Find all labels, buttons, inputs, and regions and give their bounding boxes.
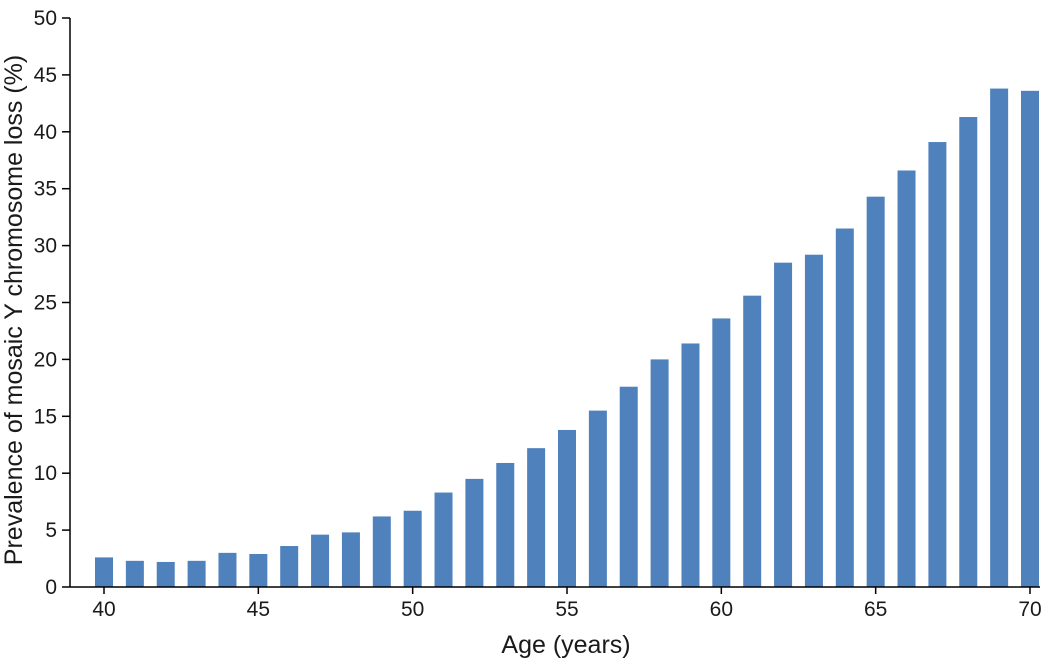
y-tick-label: 30 [34,235,57,258]
bar-age-51 [434,492,453,587]
bar-age-50 [403,510,422,587]
bar-age-60 [712,318,731,587]
y-tick-label: 45 [34,64,57,87]
y-axis: 0 5 10 15 20 25 30 35 40 45 50 [34,7,71,599]
y-tick-label: 40 [34,121,57,144]
bars-group [95,88,1039,588]
y-tick-label: 10 [34,462,57,485]
x-tick-label: 65 [864,598,887,621]
bar-age-47 [311,534,330,587]
x-tick-label: 50 [401,598,424,621]
bar-age-43 [187,560,206,587]
bar-age-45 [249,554,268,587]
x-axis-title: Age (years) [501,631,630,659]
bar-age-40 [95,557,113,587]
x-tick-label: 55 [555,598,578,621]
bar-age-65 [866,196,885,588]
bar-age-41 [125,560,144,587]
bar-age-66 [897,170,916,588]
y-tick-label: 20 [34,348,57,371]
y-tick-label: 35 [34,178,57,201]
bar-age-56 [588,410,607,587]
x-axis: 40 45 50 55 60 65 70 [70,586,1042,621]
bar-age-69 [990,88,1009,587]
y-tick-label: 15 [34,405,57,428]
bar-age-64 [835,228,854,587]
bar-age-49 [372,516,391,587]
bar-age-63 [804,254,823,587]
bar-age-68 [959,117,978,587]
bar-age-57 [619,386,638,587]
x-tick-label: 45 [247,598,270,621]
y-tick-label: 25 [34,292,57,315]
y-tick-label: 5 [45,519,57,542]
bar-age-62 [774,262,793,587]
bar-age-53 [496,462,515,587]
bar-age-61 [743,295,762,587]
bar-age-54 [527,448,546,587]
x-tick-label: 40 [92,598,115,621]
bar-age-42 [156,561,175,587]
bar-age-67 [928,142,947,588]
bar-age-46 [280,546,299,587]
y-tick-label: 0 [45,576,57,599]
bar-age-44 [218,552,237,587]
bar-age-55 [558,429,576,587]
bar-age-48 [341,532,360,587]
bar-age-70 [1021,90,1039,587]
bar-age-59 [681,343,700,587]
y-axis-title: Prevalence of mosaic Y chromosome loss (… [0,55,28,565]
x-tick-label: 70 [1018,598,1041,621]
x-tick-label: 60 [710,598,733,621]
bar-age-52 [465,478,484,587]
bar-age-58 [650,359,669,587]
y-tick-label: 50 [34,7,57,30]
